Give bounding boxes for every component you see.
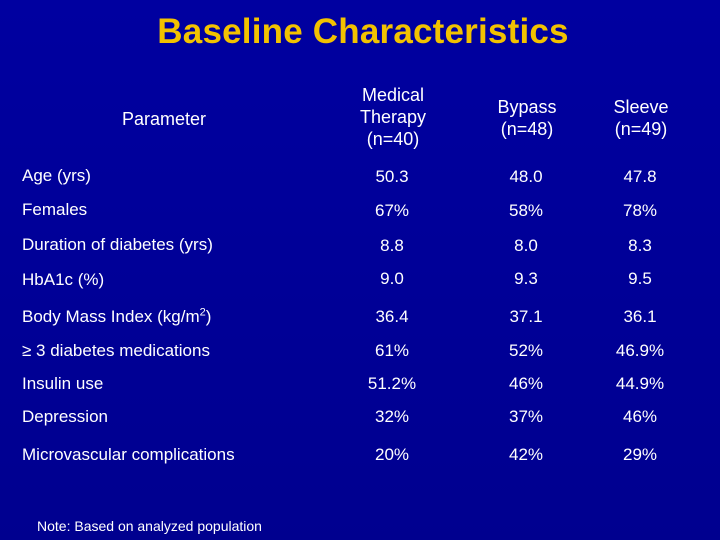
header-parameter: Parameter xyxy=(121,109,207,129)
cell-bypass: 42% xyxy=(508,445,544,464)
cell-bypass: 37.1 xyxy=(509,307,543,326)
header-bypass: Bypass (n=48) xyxy=(467,96,587,140)
footnote: Note: Based on analyzed population xyxy=(37,518,262,534)
slide-title: Baseline Characteristics xyxy=(157,12,569,51)
header-sleeve-line2: (n=49) xyxy=(614,119,668,139)
header-sleeve: Sleeve (n=49) xyxy=(581,96,701,140)
cell-sleeve: 46% xyxy=(622,407,658,426)
cell-medical: 67% xyxy=(374,201,410,220)
row-label-suffix: ) xyxy=(205,307,212,326)
row-label-text: Body Mass Index (kg/m xyxy=(22,307,200,326)
row-label-sup: 2 xyxy=(199,306,206,319)
cell-medical: 61% xyxy=(374,341,410,360)
cell-bypass: 58% xyxy=(508,201,544,220)
cell-medical: 20% xyxy=(374,445,410,464)
cell-medical: 36.4 xyxy=(375,307,409,326)
cell-sleeve: 29% xyxy=(622,445,658,464)
row-label: Insulin use xyxy=(22,374,104,393)
header-medical-line2: Therapy xyxy=(359,107,427,127)
header-medical-line3: (n=40) xyxy=(366,129,420,149)
cell-sleeve: 9.5 xyxy=(628,269,652,288)
row-label: Age (yrs) xyxy=(22,166,91,185)
row-label: Depression xyxy=(22,407,108,426)
cell-bypass: 48.0 xyxy=(509,167,543,186)
row-label: Microvascular complications xyxy=(22,445,235,464)
header-sleeve-line1: Sleeve xyxy=(613,97,669,117)
cell-sleeve: 46.9% xyxy=(615,341,665,360)
header-medical-line1: Medical xyxy=(361,85,425,105)
cell-medical: 50.3 xyxy=(375,167,409,186)
cell-sleeve: 44.9% xyxy=(615,374,665,393)
row-label: ≥ 3 diabetes medications xyxy=(22,341,210,360)
row-label: HbA1c (%) xyxy=(22,270,105,289)
cell-bypass: 52% xyxy=(508,341,544,360)
cell-bypass: 46% xyxy=(508,374,544,393)
cell-medical: 8.8 xyxy=(380,236,404,255)
row-label: Females xyxy=(22,200,88,219)
cell-sleeve: 36.1 xyxy=(623,307,657,326)
cell-bypass: 8.0 xyxy=(514,236,538,255)
cell-bypass: 9.3 xyxy=(514,269,538,288)
cell-sleeve: 78% xyxy=(622,201,658,220)
cell-bypass: 37% xyxy=(508,407,544,426)
cell-sleeve: 47.8 xyxy=(623,167,657,186)
cell-sleeve: 8.3 xyxy=(628,236,652,255)
cell-medical: 9.0 xyxy=(380,269,404,288)
cell-medical: 51.2% xyxy=(367,374,417,393)
header-bypass-line2: (n=48) xyxy=(500,119,554,139)
row-label-bmi: Body Mass Index (kg/m2) xyxy=(22,307,211,327)
header-bypass-line1: Bypass xyxy=(497,97,557,117)
cell-medical: 32% xyxy=(374,407,410,426)
header-medical-therapy: Medical Therapy (n=40) xyxy=(333,84,453,150)
row-label: Duration of diabetes (yrs) xyxy=(22,235,213,254)
